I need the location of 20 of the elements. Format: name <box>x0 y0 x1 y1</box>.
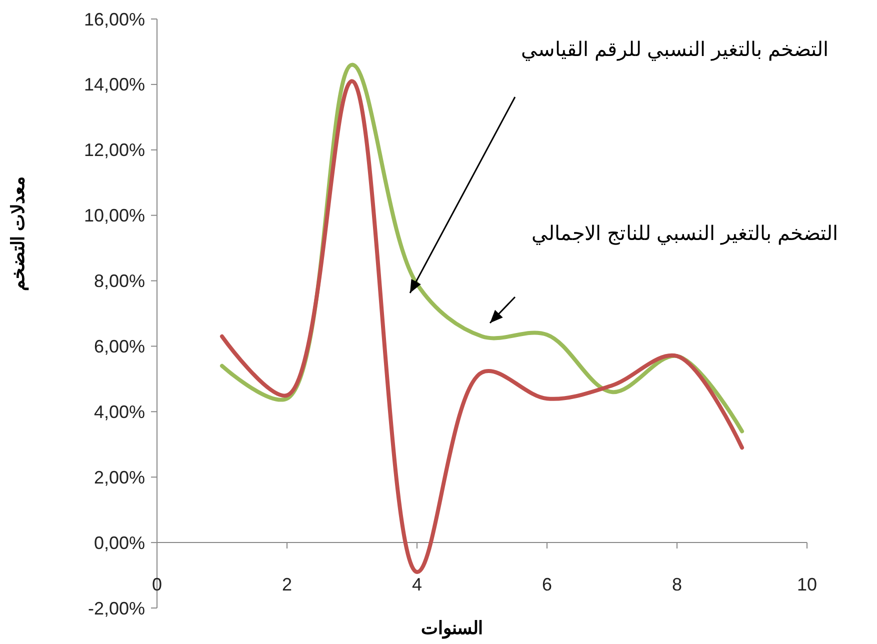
x-tick-label: 6 <box>542 574 552 595</box>
annotation: التضخم بالتغير النسبي للرقم القياسي <box>520 39 830 61</box>
x-tick-label: 0 <box>152 574 162 595</box>
y-tick-label: -2,00% <box>88 598 145 618</box>
x-tick-label: 4 <box>412 574 422 595</box>
annotation: التضخم بالتغير النسبي للناتج الاجمالي <box>531 223 839 245</box>
x-axis-title: السنوات <box>421 618 483 639</box>
y-tick-label: 0,00% <box>94 532 145 553</box>
y-tick-label: 2,00% <box>94 467 145 488</box>
x-tick-label: 10 <box>796 574 818 595</box>
y-tick-label: 16,00% <box>84 9 145 30</box>
y-tick-label: 14,00% <box>84 74 145 95</box>
y-tick-label: 6,00% <box>94 336 145 357</box>
x-tick-label: 8 <box>672 574 682 595</box>
y-tick-label: 10,00% <box>84 206 145 226</box>
y-axis-title: معدلات التضخم <box>8 176 29 292</box>
y-tick-label: 4,00% <box>94 402 145 422</box>
y-tick-label: 12,00% <box>84 140 145 160</box>
y-tick-label: 8,00% <box>94 271 145 292</box>
x-tick-label: 2 <box>282 574 292 595</box>
